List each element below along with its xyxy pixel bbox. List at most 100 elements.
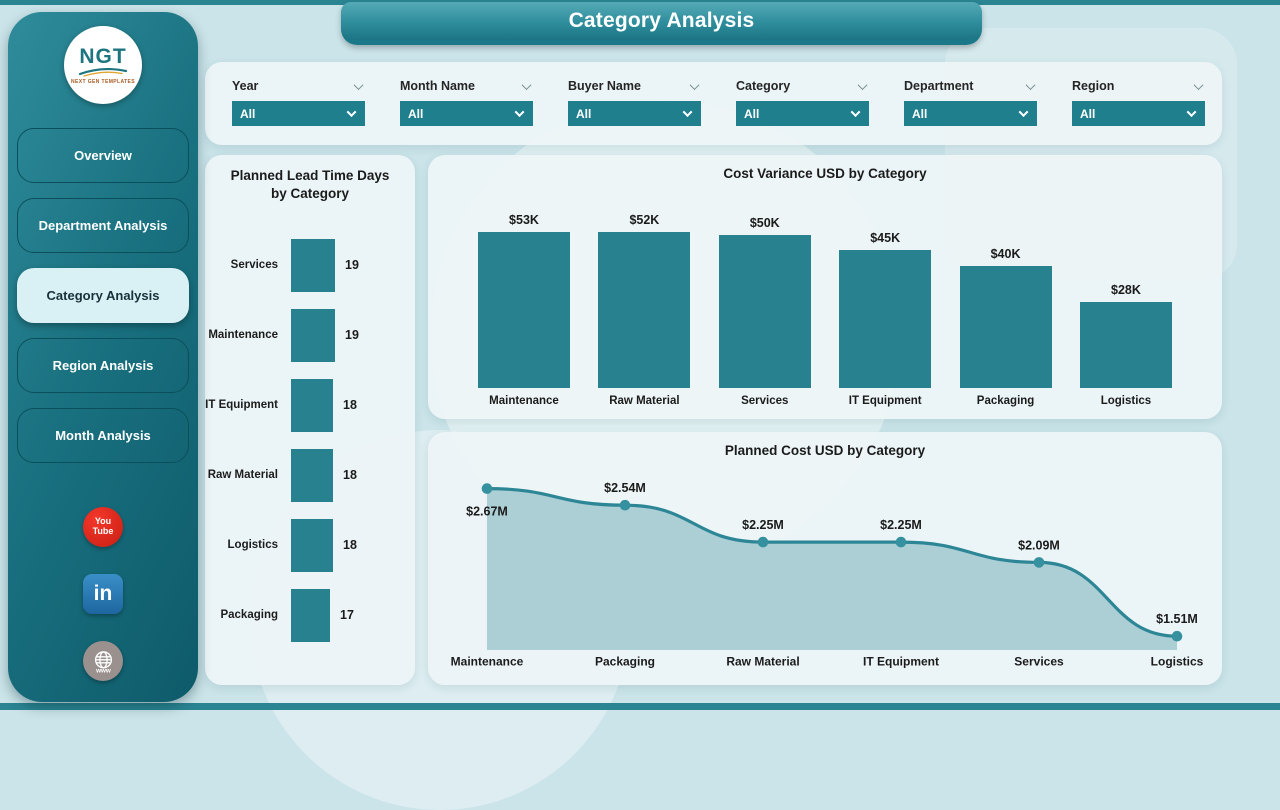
- bar[interactable]: [959, 266, 1052, 388]
- filter-year-dropdown[interactable]: All: [232, 101, 365, 126]
- data-point-logistics[interactable]: [1171, 630, 1183, 642]
- filter-buyer-name-dropdown[interactable]: All: [568, 101, 701, 126]
- bar[interactable]: [291, 588, 330, 642]
- svg-text:www: www: [95, 667, 111, 674]
- category-label: Services: [741, 395, 789, 407]
- chevron-down-icon: [1025, 79, 1036, 90]
- value-label: 18: [343, 468, 357, 483]
- bar[interactable]: [291, 518, 333, 572]
- filter-department-dropdown[interactable]: All: [904, 101, 1037, 126]
- filter-selected-value: All: [408, 106, 424, 121]
- filter-label-row: Month Name: [400, 76, 533, 96]
- category-label: Packaging: [976, 395, 1035, 407]
- bar[interactable]: [478, 232, 570, 388]
- category-label: Services: [1014, 655, 1064, 669]
- filter-region: Region All: [1072, 76, 1205, 145]
- value-label: $28K: [1111, 283, 1141, 297]
- data-point-maintenance[interactable]: [481, 483, 493, 494]
- sidebar-item-department-analysis[interactable]: Department Analysis: [17, 198, 189, 253]
- data-point-it-equipment[interactable]: [895, 536, 907, 548]
- globe-icon: www: [94, 650, 112, 674]
- value-label: $2.25M: [742, 518, 784, 532]
- category-label: Maintenance: [451, 655, 524, 669]
- filter-region-dropdown[interactable]: All: [1072, 101, 1205, 126]
- bar[interactable]: [291, 378, 333, 432]
- category-label: Services: [230, 259, 278, 272]
- page-title-banner: Category Analysis: [341, 2, 982, 45]
- filter-label-row: Year: [232, 76, 365, 96]
- value-label: $2.09M: [1018, 538, 1060, 552]
- chevron-down-icon: [850, 107, 861, 118]
- social-links: You Tube in www: [83, 507, 123, 681]
- bar[interactable]: [598, 232, 691, 388]
- filter-label: Month Name: [400, 79, 475, 93]
- youtube-icon[interactable]: You Tube: [83, 507, 123, 547]
- website-globe-icon[interactable]: www: [83, 641, 123, 681]
- sidebar-item-region-analysis[interactable]: Region Analysis: [17, 338, 189, 393]
- planned-cost-chart-plot: $2.67M Maintenance $2.54M Packaging $2.25M Ra…: [451, 481, 1204, 669]
- chevron-down-icon: [1018, 107, 1029, 118]
- filter-label-row: Department: [904, 76, 1037, 96]
- ngt-logo: NGT NEXT GEN TEMPLATES: [64, 26, 142, 104]
- category-label: Logistics: [1100, 395, 1152, 407]
- sidebar-item-month-analysis[interactable]: Month Analysis: [17, 408, 189, 463]
- bar[interactable]: [291, 308, 335, 362]
- cost-variance-chart-card: Cost Variance USD by Category $53K Mainte…: [428, 155, 1222, 419]
- filter-category-dropdown[interactable]: All: [736, 101, 869, 126]
- sidebar-nav: Overview Department Analysis Category Anal…: [8, 128, 198, 463]
- lead-time-row-services: Services 19: [205, 230, 415, 300]
- lead-time-row-packaging: Packaging 17: [205, 580, 415, 650]
- value-label: $50K: [749, 216, 780, 230]
- data-point-packaging[interactable]: [619, 499, 631, 511]
- category-label: Packaging: [595, 655, 655, 669]
- filter-bar: Year All Month Name All Buyer Name All Categor…: [205, 62, 1222, 145]
- logo-swoosh-icon: [78, 67, 128, 77]
- bar[interactable]: [291, 448, 333, 502]
- bar-column-maintenance: $53K Maintenance: [478, 213, 570, 407]
- filter-label: Buyer Name: [568, 79, 641, 93]
- filter-buyer-name: Buyer Name All: [568, 76, 701, 145]
- value-label: $45K: [870, 231, 901, 245]
- filter-category: Category All: [736, 76, 869, 145]
- sidebar-item-category-analysis[interactable]: Category Analysis: [17, 268, 189, 323]
- value-label: $53K: [509, 213, 539, 227]
- area-fill: [487, 488, 1177, 650]
- value-label: 17: [340, 608, 354, 623]
- value-label: $1.51M: [1156, 612, 1198, 626]
- data-point-raw-material[interactable]: [757, 536, 769, 548]
- value-label: $2.54M: [604, 481, 646, 495]
- filter-month-name: Month Name All: [400, 76, 533, 145]
- chevron-down-icon: [1186, 107, 1197, 118]
- youtube-label: You: [94, 516, 112, 527]
- linkedin-label: in: [93, 582, 113, 605]
- category-label: Packaging: [220, 609, 278, 622]
- chevron-down-icon: [521, 79, 532, 90]
- sidebar-item-label: Overview: [74, 148, 132, 163]
- value-label: 18: [343, 538, 357, 553]
- bar[interactable]: [839, 250, 932, 388]
- value-label: 19: [345, 258, 359, 273]
- bar[interactable]: [291, 238, 335, 292]
- chevron-down-icon: [689, 79, 700, 90]
- cost-variance-chart-title: Cost Variance USD by Category: [723, 166, 927, 181]
- filter-month-name-dropdown[interactable]: All: [400, 101, 533, 126]
- filter-label: Year: [232, 79, 259, 93]
- logo-text: NGT: [79, 44, 127, 68]
- bar-column-it-equipment: $45K IT Equipment: [839, 213, 932, 407]
- chevron-down-icon: [682, 107, 693, 118]
- filter-label: Department: [904, 79, 974, 93]
- data-point-services[interactable]: [1033, 557, 1045, 568]
- sidebar-item-overview[interactable]: Overview: [17, 128, 189, 183]
- filter-label: Category: [736, 79, 791, 93]
- filter-selected-value: All: [240, 106, 256, 121]
- bar-column-packaging: $40K Packaging: [959, 213, 1052, 407]
- value-label: $40K: [990, 247, 1021, 261]
- bar[interactable]: [1079, 302, 1172, 388]
- bar-column-raw-material: $52K Raw Material: [598, 213, 691, 407]
- bar[interactable]: [718, 235, 811, 388]
- category-label: Logistics: [1151, 655, 1204, 669]
- category-label: Logistics: [227, 539, 278, 552]
- chevron-down-icon: [857, 79, 868, 90]
- linkedin-icon[interactable]: in: [83, 574, 123, 614]
- filter-selected-value: All: [744, 106, 760, 121]
